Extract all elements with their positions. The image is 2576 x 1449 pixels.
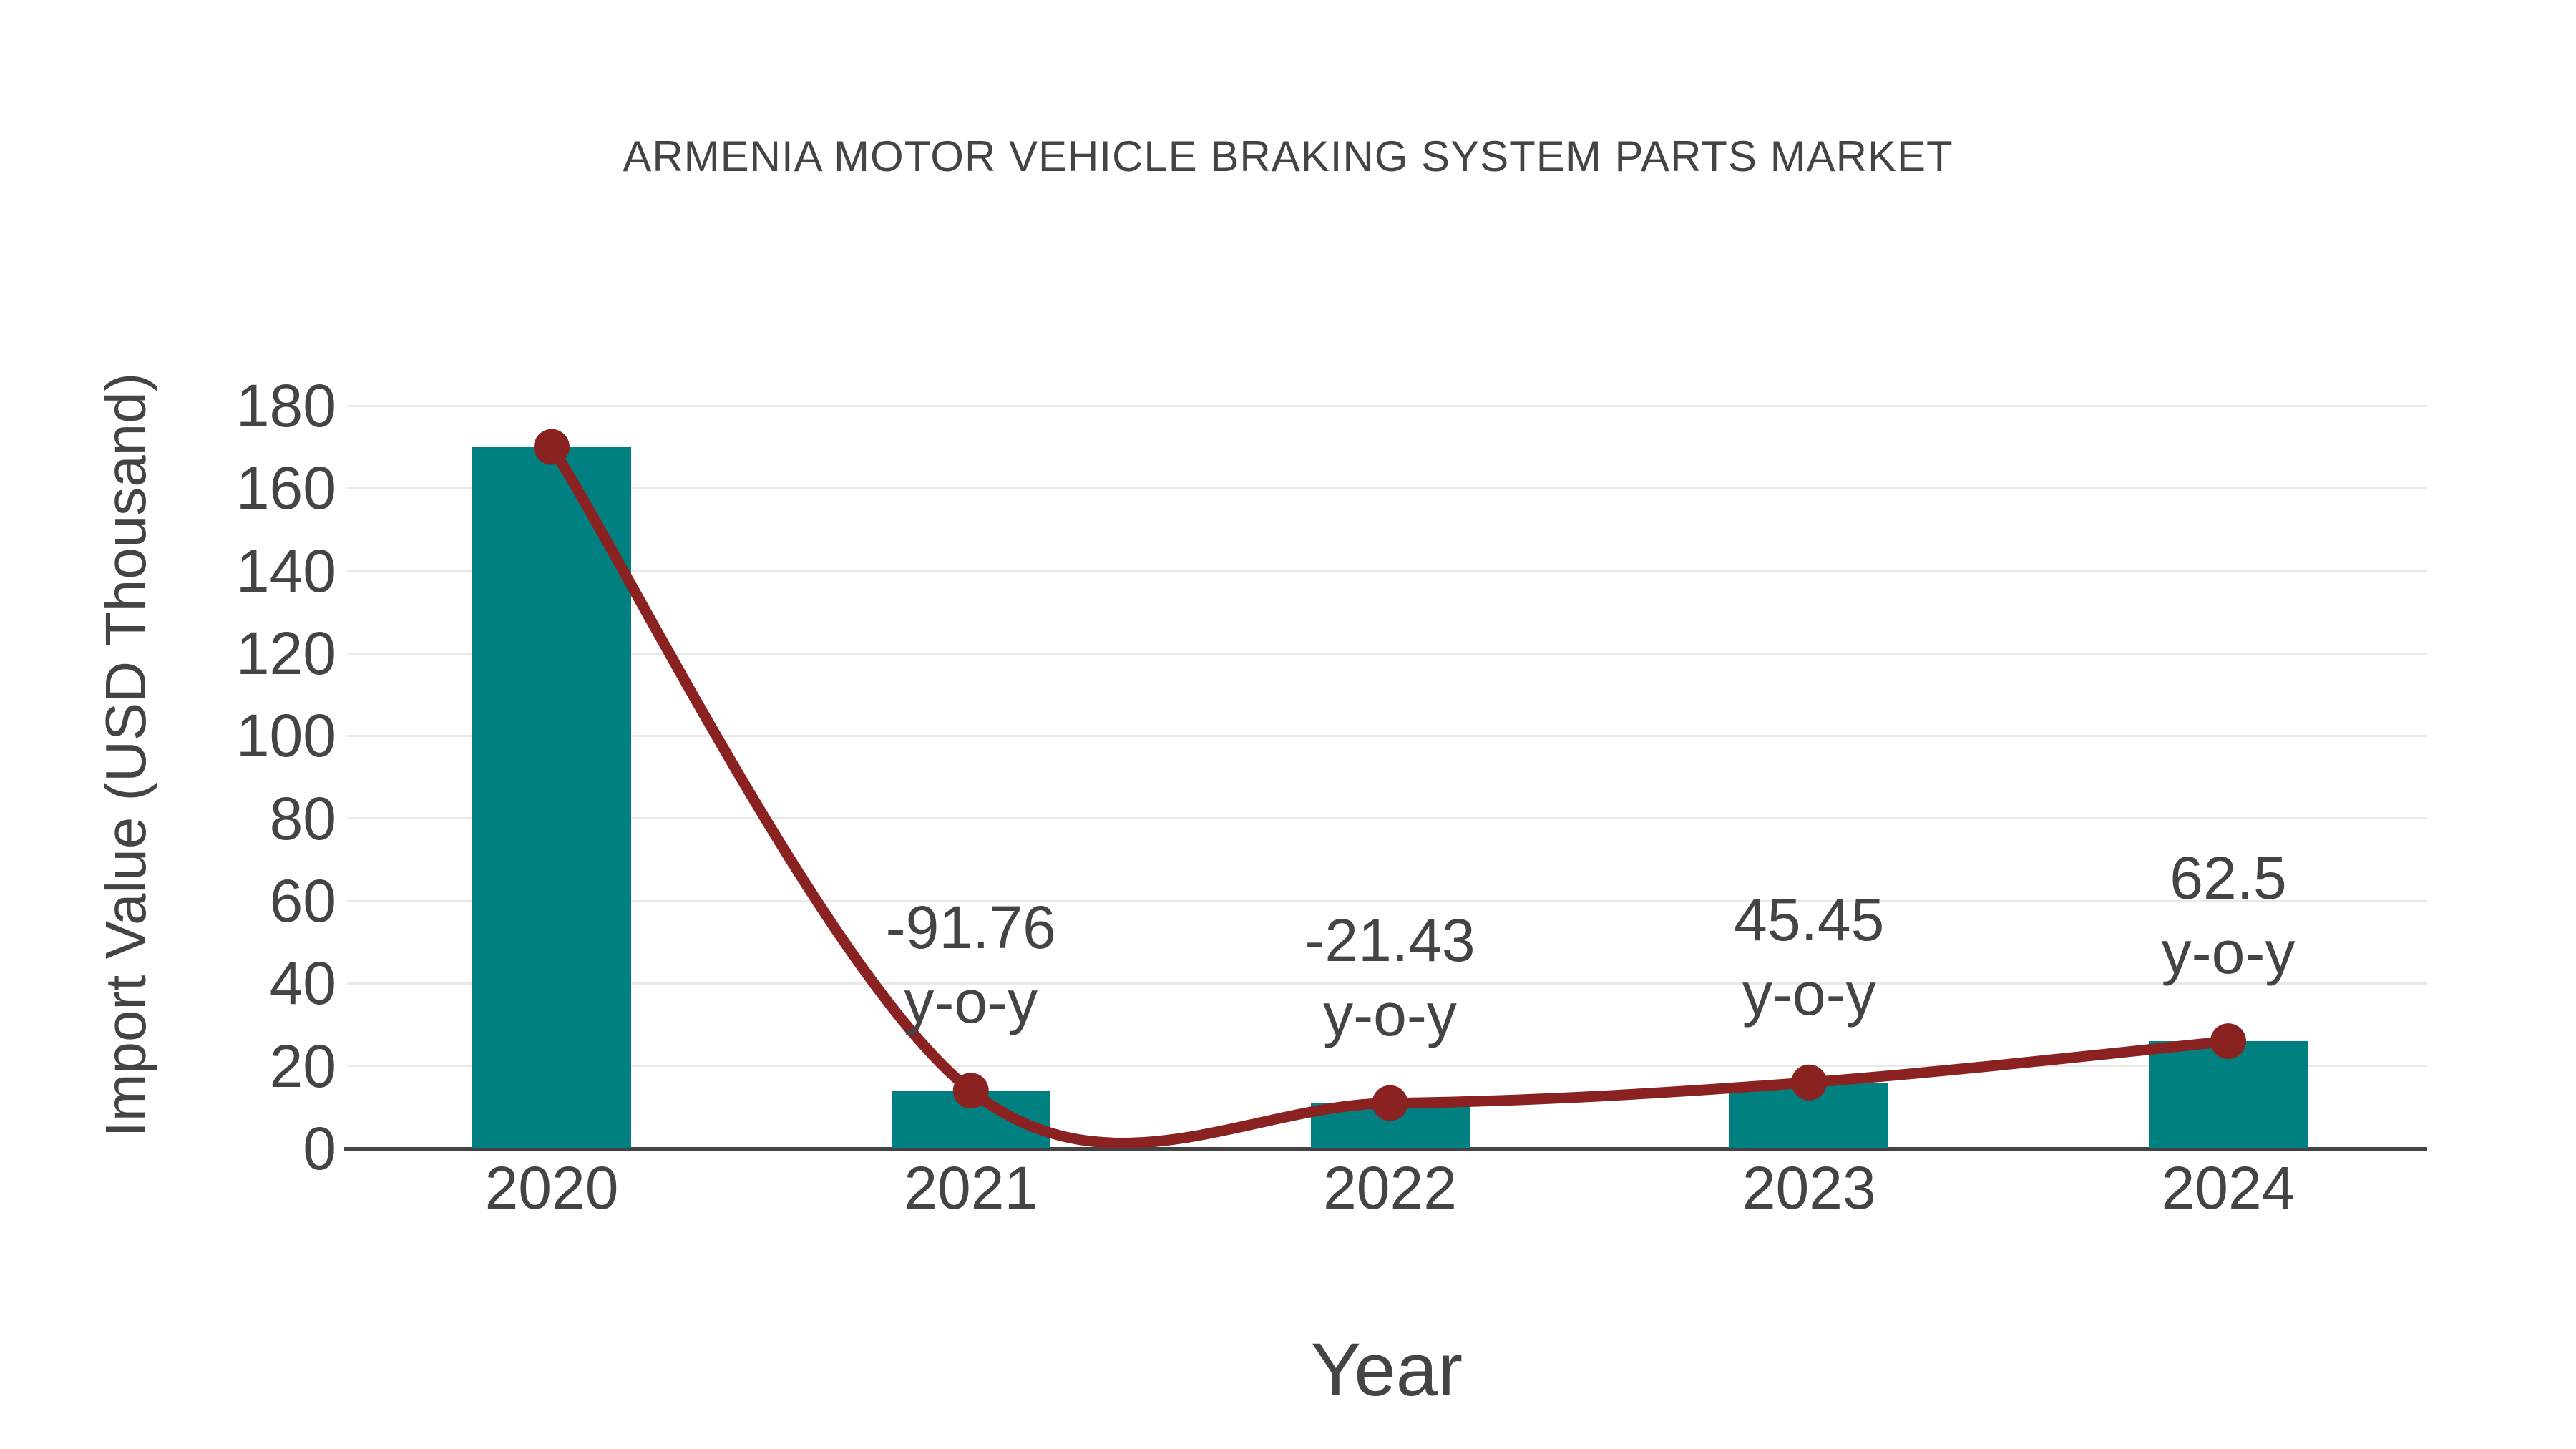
x-tick-label-2021: 2021 [904,1154,1038,1221]
x-tick-label-2020: 2020 [484,1154,619,1221]
chart-title: ARMENIA MOTOR VEHICLE BRAKING SYSTEM PAR… [623,132,1953,180]
x-axis-title: Year [1310,1328,1463,1412]
y-tick-label-40: 40 [269,950,336,1018]
y-tick-label-60: 60 [269,867,336,935]
annotation-suffix-2024: y-o-y [2161,919,2296,987]
trend-line [547,444,2229,1148]
gridline-60 [347,899,2427,902]
gridline-20 [347,1065,2427,1068]
gridline-180 [347,404,2427,407]
annotation-suffix-2021: y-o-y [904,968,1038,1036]
gridline-80 [347,817,2427,820]
x-tick-label-2024: 2024 [2161,1154,2296,1221]
annotation-2022: -21.43 y-o-y [1304,903,1475,1052]
y-tick-label-80: 80 [269,784,336,852]
data-point-2024 [2210,1023,2246,1060]
y-tick-label-100: 100 [235,702,336,770]
x-axis-line [344,1146,2427,1151]
y-tick-label-180: 180 [235,372,336,439]
gridline-40 [347,982,2427,985]
x-tick-label-2023: 2023 [1742,1154,1876,1221]
data-point-2023 [1791,1064,1828,1101]
annotation-2024: 62.5 y-o-y [2162,841,2296,990]
annotation-value-2022: -21.43 [1304,906,1475,974]
data-point-2022 [1372,1085,1408,1121]
gridline-120 [347,652,2427,655]
annotation-value-2021: -91.76 [885,894,1056,962]
annotation-value-2024: 62.5 [2170,844,2287,912]
gridline-100 [347,734,2427,737]
x-tick-label-2022: 2022 [1323,1154,1457,1221]
bar-2020 [472,447,631,1148]
data-point-2021 [952,1073,989,1109]
annotation-2023: 45.45 y-o-y [1734,882,1884,1031]
y-tick-label-0: 0 [303,1115,336,1182]
y-tick-label-160: 160 [235,454,336,522]
annotation-suffix-2022: y-o-y [1323,980,1457,1048]
annotation-suffix-2023: y-o-y [1742,960,1876,1028]
y-tick-label-120: 120 [235,620,336,687]
annotation-2021: -91.76 y-o-y [886,890,1056,1039]
gridline-140 [347,570,2427,572]
y-tick-label-140: 140 [235,537,336,605]
y-tick-label-20: 20 [269,1032,336,1100]
annotation-value-2023: 45.45 [1734,885,1885,953]
data-point-2020 [534,429,570,465]
gridline-160 [347,487,2427,489]
